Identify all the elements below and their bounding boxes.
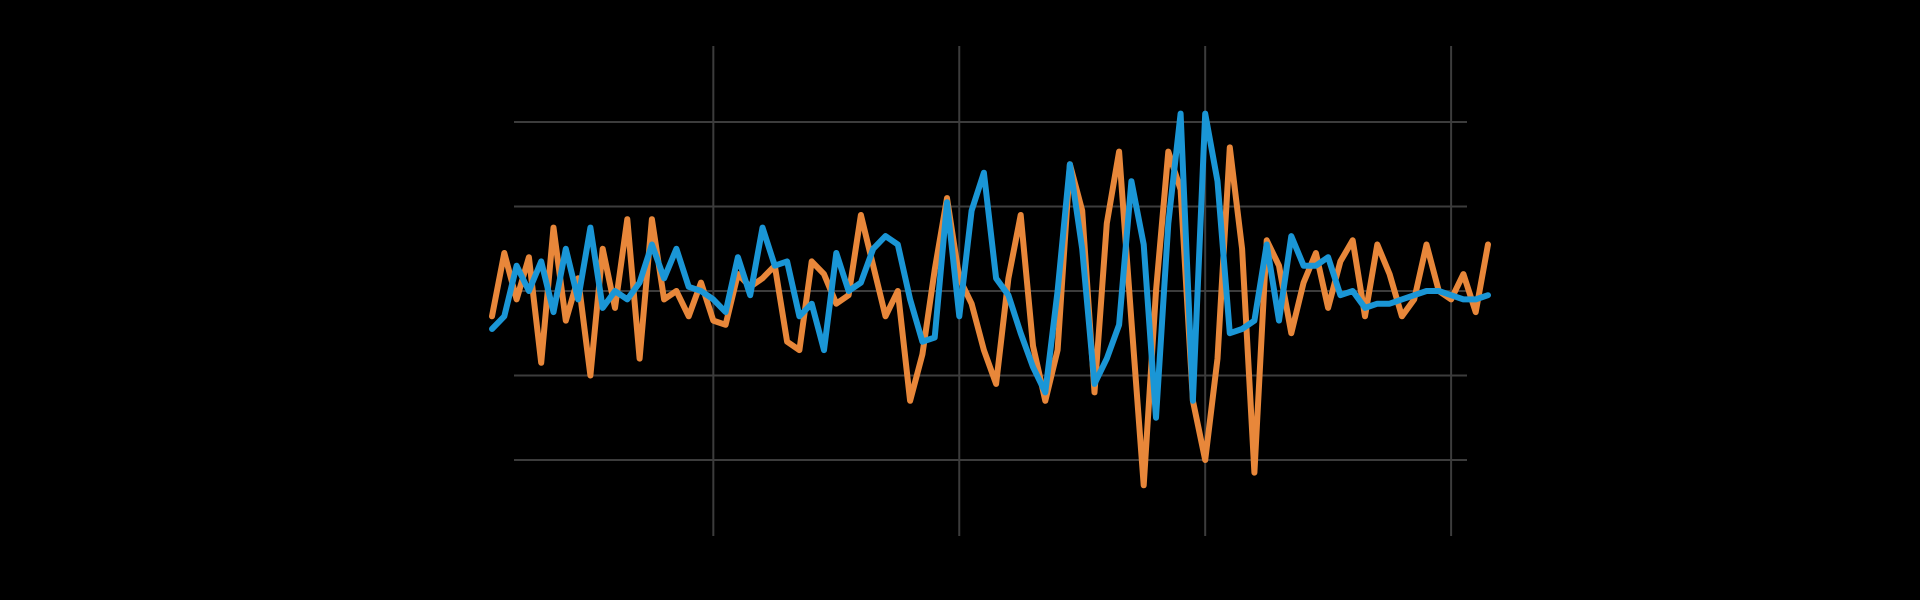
series-1: [489, 110, 1491, 421]
series-layer: [489, 110, 1491, 489]
series-1-line: [489, 110, 1491, 421]
